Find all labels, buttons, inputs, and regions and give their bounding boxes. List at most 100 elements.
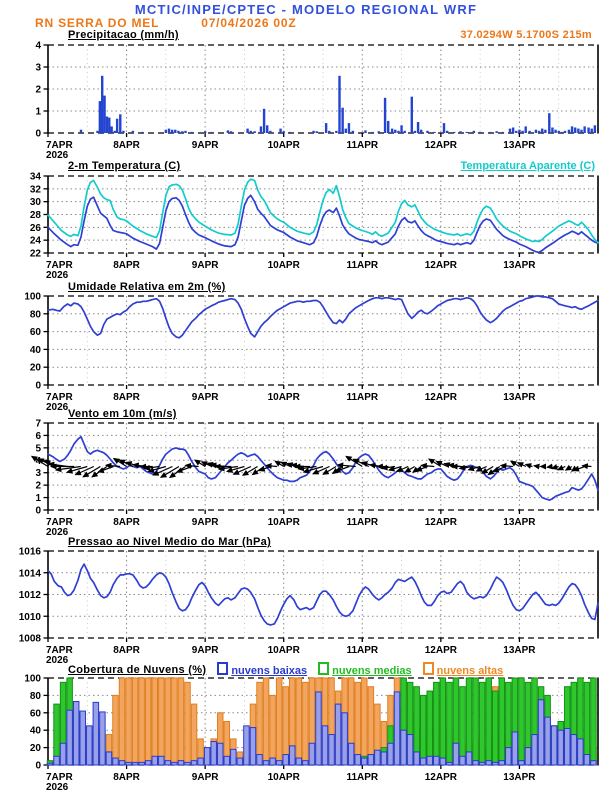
- panel-title-temperature: 2-m Temperatura (C): [68, 160, 181, 172]
- run-datetime: 07/04/2026 00Z: [201, 16, 297, 30]
- svg-text:3: 3: [35, 468, 41, 479]
- svg-text:13APR: 13APR: [503, 392, 536, 403]
- svg-text:40: 40: [30, 345, 42, 356]
- svg-text:11APR: 11APR: [346, 392, 378, 403]
- report-title: MCTIC/INPE/CPTEC - MODELO REGIONAL WRF: [134, 2, 478, 17]
- svg-text:11APR: 11APR: [346, 517, 378, 528]
- svg-text:9APR: 9APR: [192, 140, 219, 151]
- svg-text:0: 0: [35, 506, 41, 517]
- svg-text:1012: 1012: [19, 590, 42, 601]
- mid-clouds-swatch-icon: [318, 662, 330, 675]
- svg-text:2026: 2026: [46, 270, 69, 281]
- report-subtitle: RN SERRA DO MEL 07/04/2026 00Z: [35, 16, 297, 30]
- svg-text:4: 4: [35, 41, 41, 52]
- svg-text:8APR: 8APR: [113, 140, 140, 151]
- svg-text:1008: 1008: [19, 634, 42, 645]
- svg-text:100: 100: [24, 674, 41, 685]
- svg-text:7APR: 7APR: [46, 772, 73, 783]
- svg-text:2026: 2026: [46, 402, 69, 413]
- svg-text:26: 26: [30, 223, 42, 234]
- svg-text:80: 80: [30, 691, 42, 702]
- svg-text:6: 6: [35, 431, 41, 442]
- svg-text:0: 0: [35, 129, 41, 140]
- svg-text:4: 4: [35, 456, 41, 467]
- svg-text:9APR: 9APR: [192, 772, 219, 783]
- svg-text:7APR: 7APR: [46, 517, 73, 528]
- svg-text:9APR: 9APR: [192, 392, 219, 403]
- panel-title-clouds: Cobertura de Nuvens (%): [68, 663, 207, 676]
- svg-text:12APR: 12APR: [425, 140, 458, 151]
- svg-text:0: 0: [35, 761, 41, 772]
- svg-text:2026: 2026: [46, 782, 69, 792]
- svg-text:2026: 2026: [46, 527, 69, 538]
- svg-text:10APR: 10APR: [268, 772, 301, 783]
- svg-text:9APR: 9APR: [192, 645, 219, 656]
- svg-text:22: 22: [30, 249, 42, 260]
- panel-title-humidity: Umidade Relativa em 2m (%): [68, 281, 226, 293]
- svg-text:7APR: 7APR: [46, 140, 73, 151]
- svg-text:13APR: 13APR: [503, 645, 536, 656]
- svg-text:12APR: 12APR: [425, 260, 458, 271]
- svg-text:11APR: 11APR: [346, 645, 378, 656]
- legend-label-mid-clouds: nuvens medias: [332, 665, 412, 677]
- svg-text:2: 2: [35, 481, 41, 492]
- legend-item-low-clouds: nuvens baixas: [217, 662, 307, 677]
- svg-text:1010: 1010: [19, 612, 42, 623]
- svg-text:7APR: 7APR: [46, 645, 73, 656]
- legend-item-high-clouds: nuvens altas: [422, 662, 504, 677]
- legend-label-high-clouds: nuvens altas: [436, 665, 504, 677]
- svg-text:7APR: 7APR: [46, 260, 73, 271]
- svg-text:3: 3: [35, 63, 41, 74]
- svg-text:9APR: 9APR: [192, 517, 219, 528]
- svg-text:10APR: 10APR: [268, 140, 301, 151]
- panel-title-pressure: Pressao ao Nivel Medio do Mar (hPa): [68, 536, 272, 548]
- svg-text:9APR: 9APR: [192, 260, 219, 271]
- high-clouds-swatch-icon: [422, 662, 434, 675]
- svg-text:24: 24: [30, 236, 42, 247]
- svg-text:13APR: 13APR: [503, 772, 536, 783]
- svg-text:11APR: 11APR: [346, 140, 378, 151]
- svg-text:20: 20: [30, 363, 42, 374]
- svg-text:0: 0: [35, 381, 41, 392]
- svg-text:20: 20: [30, 743, 42, 754]
- svg-text:10APR: 10APR: [268, 517, 301, 528]
- legend-item-mid-clouds: nuvens medias: [318, 662, 412, 677]
- svg-text:1014: 1014: [19, 568, 42, 579]
- panel-title-precipitation: Precipitacao (mm/h): [68, 29, 179, 41]
- svg-text:8APR: 8APR: [113, 645, 140, 656]
- svg-text:5: 5: [35, 443, 41, 454]
- svg-text:32: 32: [30, 184, 42, 195]
- station-name: RN SERRA DO MEL: [35, 16, 160, 30]
- svg-text:12APR: 12APR: [425, 772, 458, 783]
- svg-text:2: 2: [35, 85, 41, 96]
- svg-text:40: 40: [30, 726, 42, 737]
- svg-text:10APR: 10APR: [268, 645, 301, 656]
- svg-text:60: 60: [30, 708, 42, 719]
- legend-label-low-clouds: nuvens baixas: [231, 665, 308, 677]
- svg-text:13APR: 13APR: [503, 260, 536, 271]
- svg-text:7APR: 7APR: [46, 392, 73, 403]
- svg-text:11APR: 11APR: [346, 260, 378, 271]
- svg-text:2026: 2026: [46, 655, 69, 666]
- svg-text:30: 30: [30, 197, 42, 208]
- svg-text:12APR: 12APR: [425, 645, 458, 656]
- svg-text:1: 1: [35, 107, 41, 118]
- svg-text:10APR: 10APR: [268, 392, 301, 403]
- svg-text:28: 28: [30, 210, 42, 221]
- svg-text:11APR: 11APR: [346, 772, 378, 783]
- low-clouds-swatch-icon: [217, 662, 229, 675]
- svg-text:12APR: 12APR: [425, 517, 458, 528]
- svg-text:13APR: 13APR: [503, 517, 536, 528]
- legend-apparent-temperature: Temperatura Aparente (C): [460, 160, 595, 172]
- svg-text:34: 34: [30, 172, 42, 183]
- svg-text:2026: 2026: [46, 150, 69, 161]
- svg-text:13APR: 13APR: [503, 140, 536, 151]
- svg-text:7: 7: [35, 419, 41, 430]
- svg-text:8APR: 8APR: [113, 260, 140, 271]
